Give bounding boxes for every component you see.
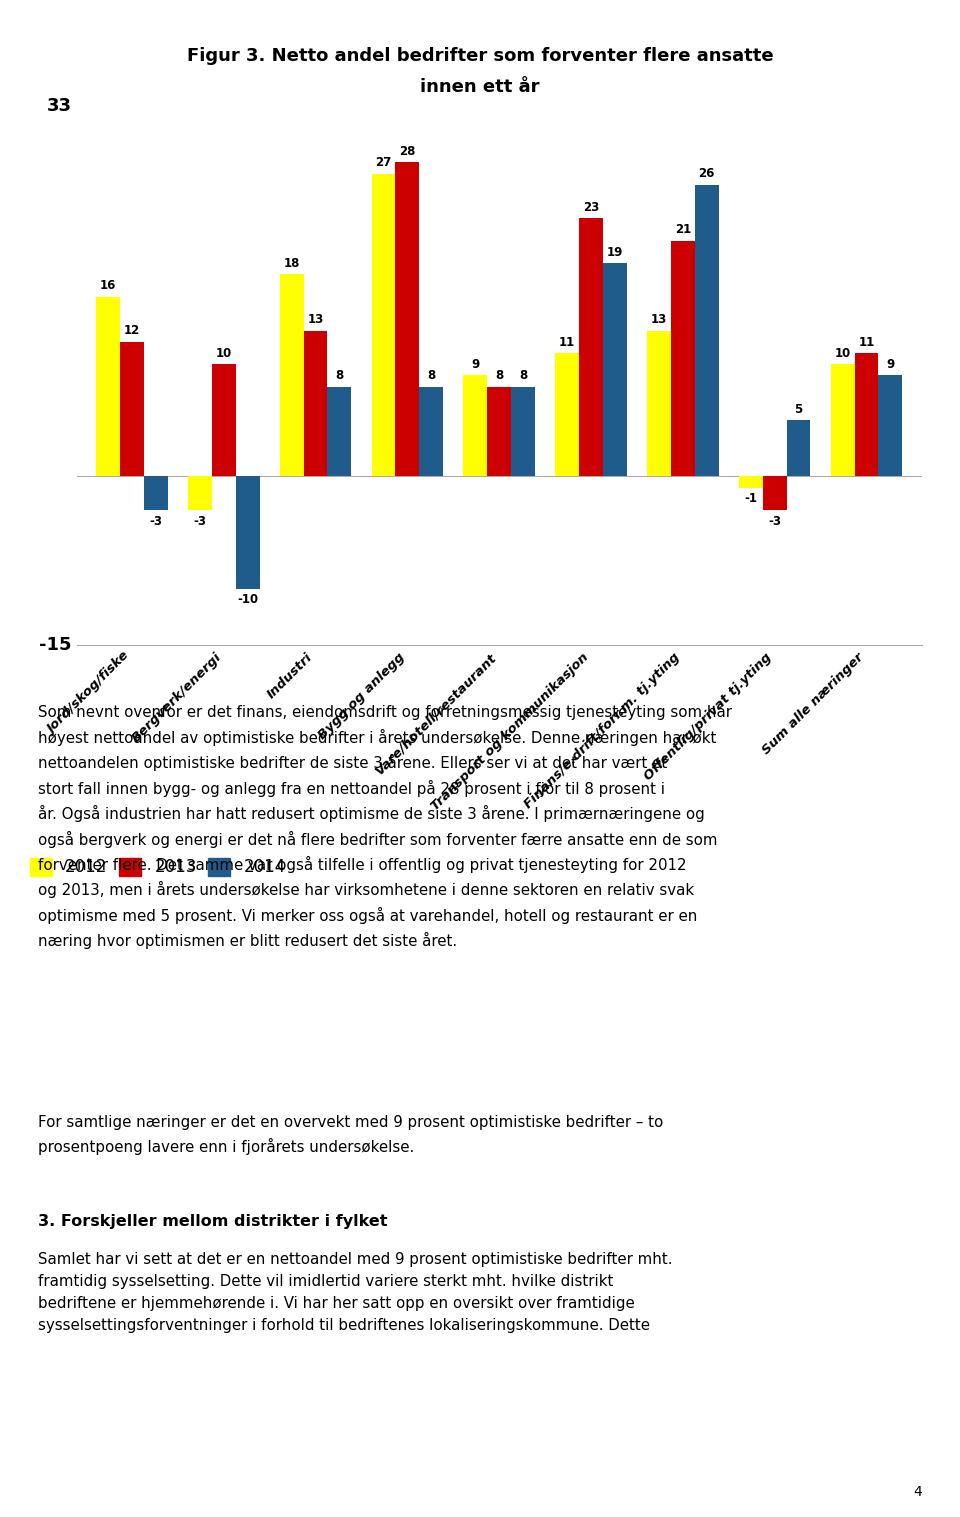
Text: 18: 18 [283,256,300,270]
Bar [327,387,351,476]
Bar [579,218,603,476]
Text: 27: 27 [375,156,392,168]
Bar [464,376,488,476]
Text: innen ett år: innen ett år [420,77,540,96]
Bar [303,331,327,476]
Text: 8: 8 [519,369,527,382]
Bar [212,364,235,476]
Text: -1: -1 [744,492,757,505]
Text: 3. Forskjeller mellom distrikter i fylket: 3. Forskjeller mellom distrikter i fylke… [38,1214,388,1229]
Text: 8: 8 [427,369,436,382]
Bar [488,387,511,476]
Text: 4: 4 [913,1485,922,1499]
Text: 13: 13 [307,313,324,326]
Bar [511,387,535,476]
Bar [786,420,810,476]
Text: 26: 26 [699,167,715,181]
Bar [878,376,902,476]
Bar [854,353,878,476]
Text: 13: 13 [651,313,667,326]
Text: 10: 10 [834,347,851,360]
Text: -3: -3 [768,514,781,528]
Text: 9: 9 [471,358,479,372]
Bar [830,364,854,476]
Bar [396,162,420,476]
Text: -10: -10 [237,593,258,607]
Bar [96,297,120,476]
Text: Som nevnt ovenfor er det finans, eiendomsdrift og forretningsmessig tjenesteytin: Som nevnt ovenfor er det finans, eiendom… [38,705,732,950]
Text: 9: 9 [886,358,895,372]
Text: 23: 23 [583,200,599,214]
Text: -3: -3 [193,514,206,528]
Bar [235,476,259,589]
Bar [120,341,144,476]
Text: 10: 10 [216,347,232,360]
Text: -3: -3 [149,514,162,528]
Text: 21: 21 [675,223,691,237]
Text: 12: 12 [124,325,140,337]
Text: 16: 16 [100,279,116,293]
Text: Figur 3. Netto andel bedrifter som forventer flere ansatte: Figur 3. Netto andel bedrifter som forve… [186,47,774,65]
Text: -15: -15 [39,636,72,654]
Bar [188,476,212,510]
Text: 11: 11 [858,335,875,349]
Bar [647,331,671,476]
Bar [695,185,719,476]
Bar [144,476,168,510]
Text: 8: 8 [335,369,344,382]
Bar [555,353,579,476]
Text: 5: 5 [795,404,803,416]
Bar [763,476,786,510]
Text: 8: 8 [495,369,503,382]
Bar [739,476,763,487]
Bar [420,387,444,476]
Text: For samtlige næringer er det en overvekt med 9 prosent optimistiske bedrifter – : For samtlige næringer er det en overvekt… [38,1115,663,1156]
Bar [671,241,695,476]
Text: 11: 11 [559,335,575,349]
Text: Samlet har vi sett at det er en nettoandel med 9 prosent optimistiske bedrifter : Samlet har vi sett at det er en nettoand… [38,1252,673,1333]
Legend: 2012, 2013, 2014: 2012, 2013, 2014 [30,857,285,877]
Text: 28: 28 [399,144,416,158]
Bar [372,173,396,476]
Text: 19: 19 [607,246,623,259]
Bar [279,275,303,476]
Text: 33: 33 [47,97,72,115]
Bar [603,264,627,476]
